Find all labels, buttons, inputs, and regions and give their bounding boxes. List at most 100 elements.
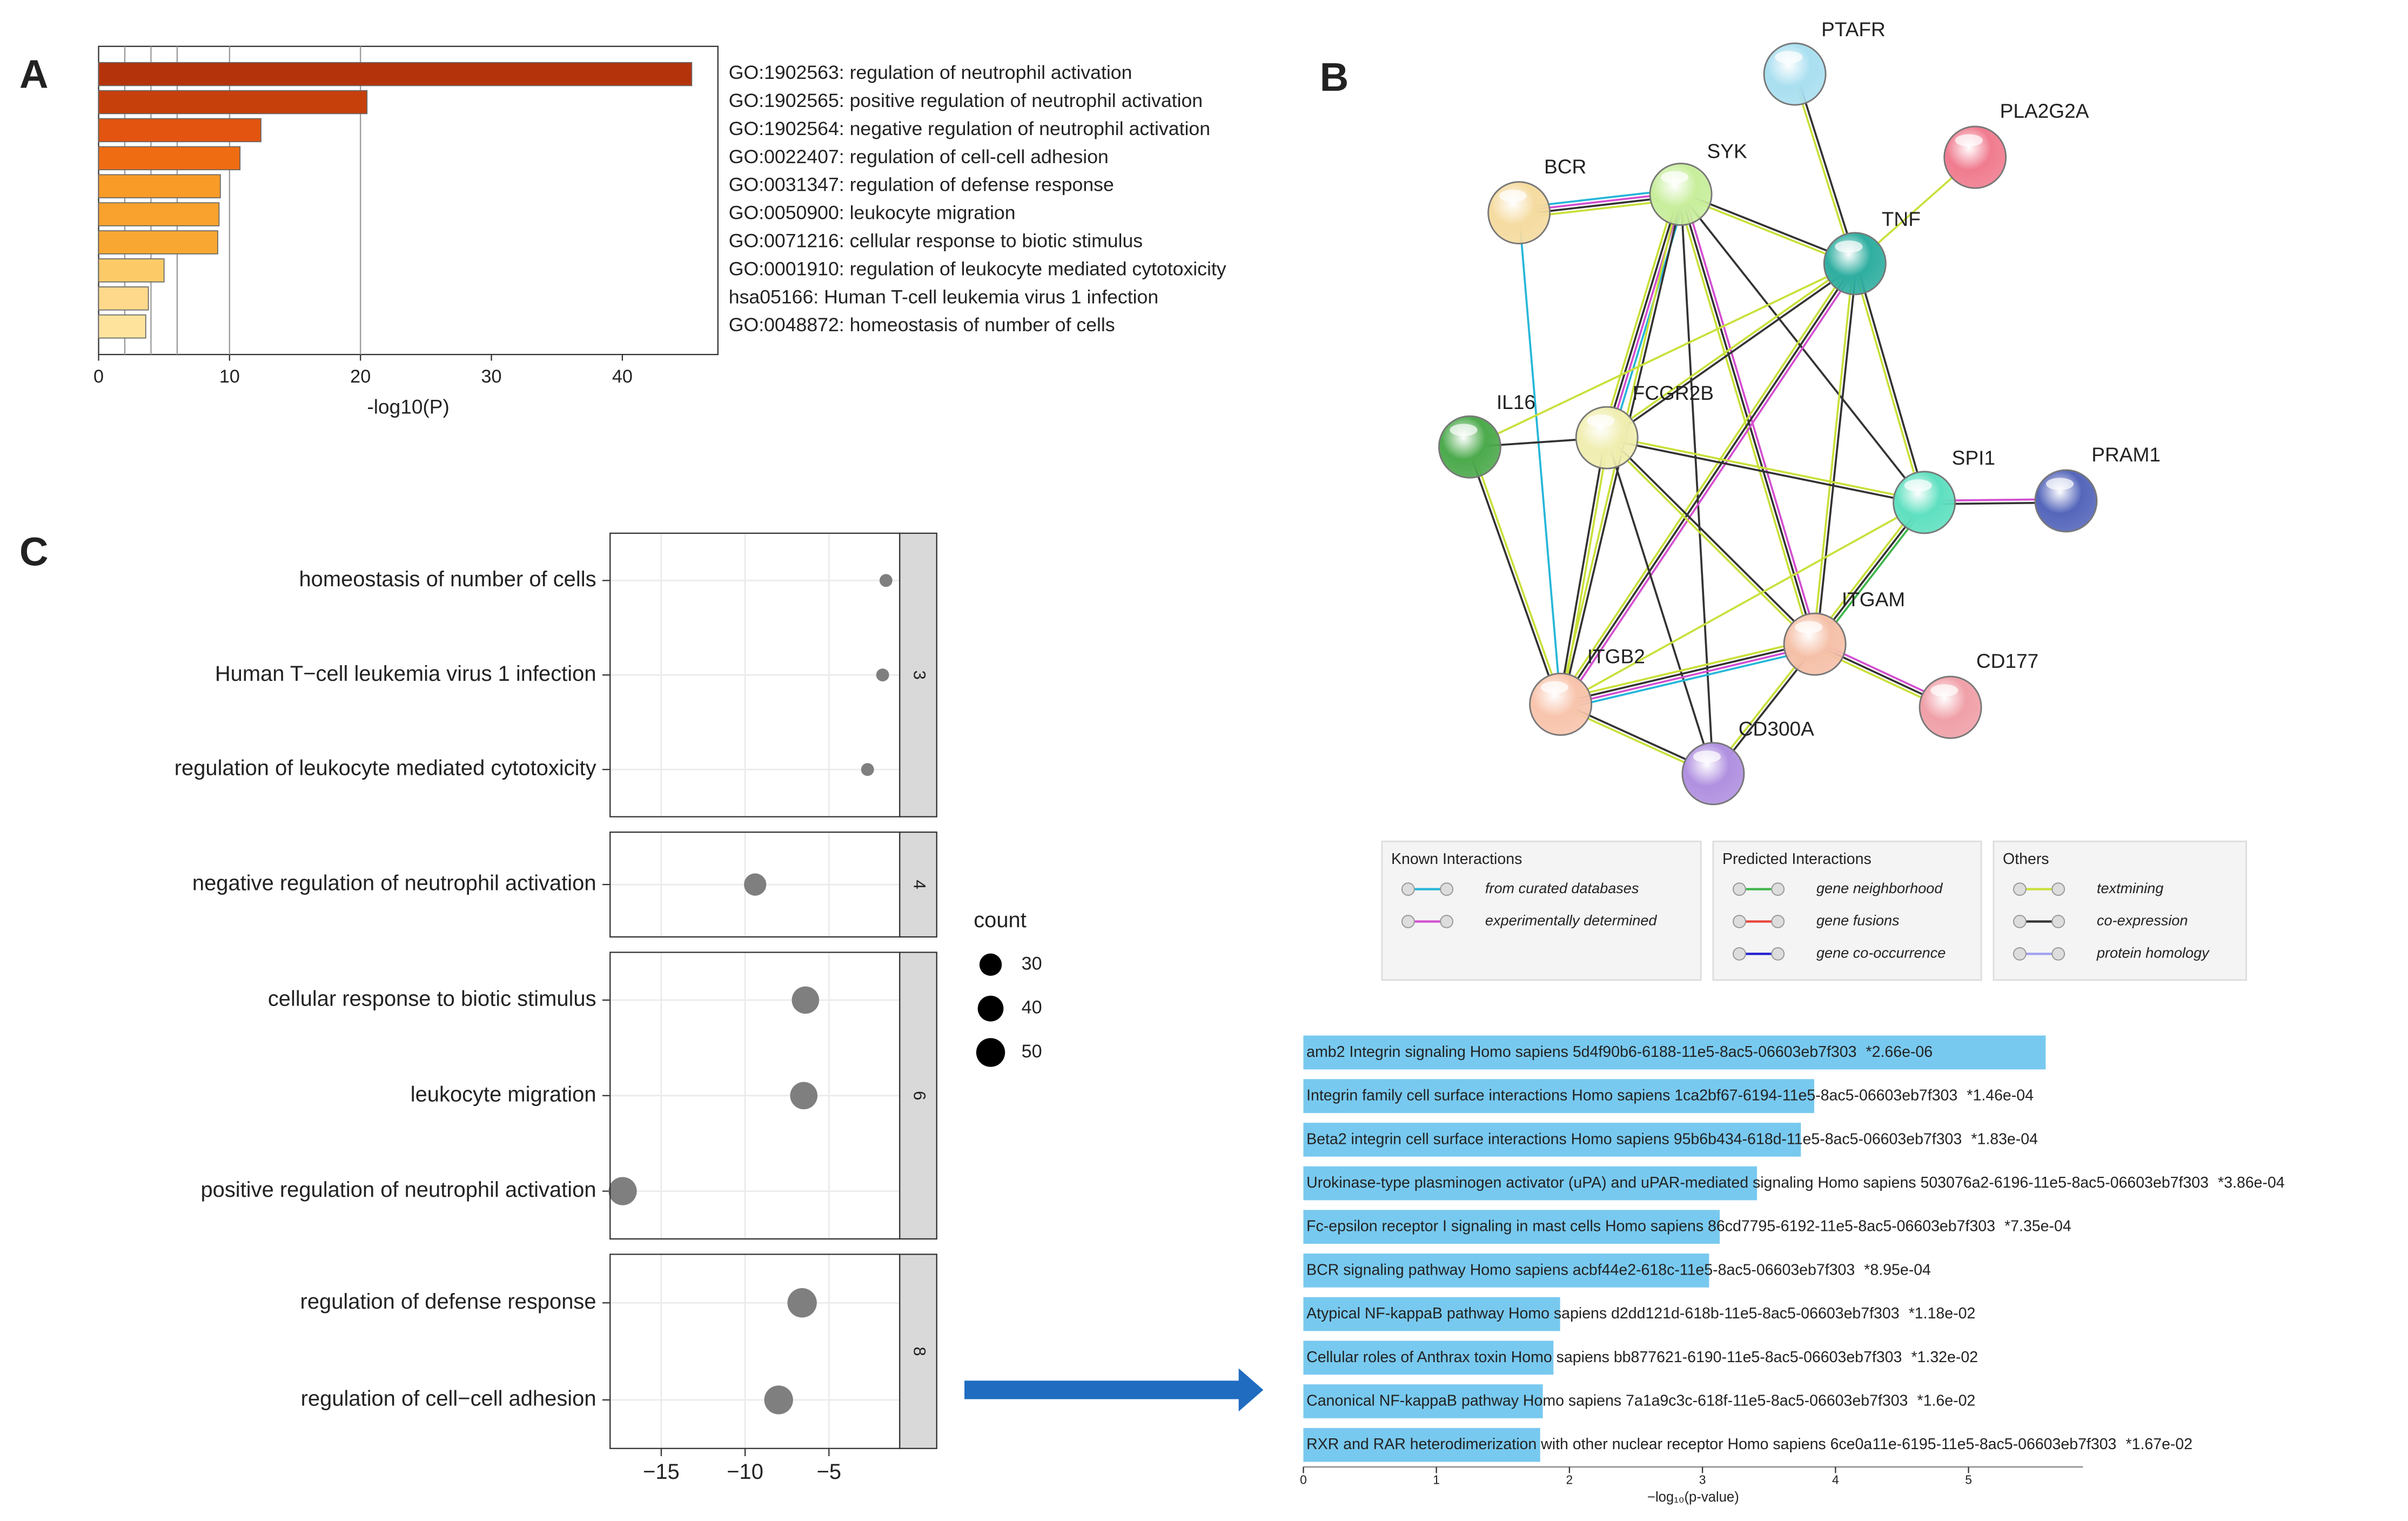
y-tick-label: homeostasis of number of cells <box>299 567 596 591</box>
node-label: SYK <box>1707 139 1747 162</box>
network-edge <box>1792 74 1855 265</box>
facet-panel <box>610 1254 900 1449</box>
network-edge <box>1607 435 1817 644</box>
facet-strip <box>899 532 937 818</box>
legend-node <box>2051 882 2065 896</box>
category-label: Cellular roles of Anthrax toxin Homo sap… <box>1306 1348 1902 1365</box>
legend-node <box>1440 915 1454 928</box>
network-edge <box>1680 194 1714 774</box>
legend-node <box>1771 882 1785 896</box>
legend-node <box>1733 915 1746 928</box>
bar-label: Beta2 integrin cell surface interactions… <box>1306 1130 2038 1148</box>
category-label: GO:0050900: leukocyte migration <box>729 202 1016 224</box>
network-edge <box>1470 446 1564 704</box>
p-value-label: *1.6e-02 <box>1917 1392 1976 1409</box>
plot-frame <box>98 45 719 356</box>
network-edge <box>1795 73 1858 264</box>
p-value-label: *2.66e-06 <box>1866 1043 1933 1060</box>
dot <box>876 668 889 682</box>
dot <box>764 1385 793 1415</box>
legend-label: gene fusions <box>1816 912 1900 929</box>
legend-label: 50 <box>1022 1041 1042 1062</box>
dot <box>744 873 767 896</box>
bar-label: Canonical NF-kappaB pathway Homo sapiens… <box>1306 1392 1975 1409</box>
facet-label: 8 <box>910 1346 929 1356</box>
dot <box>787 1288 817 1318</box>
x-tick-label: 30 <box>481 366 502 387</box>
node-highlight <box>1955 134 1983 147</box>
legend-node <box>1733 882 1746 896</box>
legend-dot <box>976 1038 1005 1067</box>
x-tick-label: 3 <box>1699 1473 1706 1487</box>
network-edge <box>1560 501 1925 706</box>
bar <box>1303 1254 1709 1288</box>
node-highlight <box>1904 479 1932 492</box>
legend-label: protein homology <box>2096 944 2210 961</box>
node-label: TNF <box>1882 207 1921 230</box>
bar <box>1303 1079 1814 1113</box>
network-edge <box>1601 192 1677 437</box>
legend-node <box>2013 882 2027 896</box>
node-highlight <box>1835 240 1863 253</box>
bar <box>1303 1384 1543 1418</box>
y-tick-label: Human T−cell leukemia virus 1 infection <box>215 662 596 686</box>
node-label: FCGR2B <box>1633 381 1714 404</box>
x-tick-label: −10 <box>727 1460 763 1484</box>
node-highlight <box>1693 750 1721 763</box>
node-label: CD177 <box>1976 649 2038 672</box>
bar <box>98 202 220 226</box>
x-tick-label: 4 <box>1832 1473 1839 1487</box>
category-label: GO:1902563: regulation of neutrophil act… <box>729 62 1132 84</box>
category-label: Beta2 integrin cell surface interactions… <box>1306 1130 1962 1148</box>
p-value-label: *1.32e-02 <box>1911 1348 1978 1365</box>
legend-label: gene co-occurrence <box>1816 944 1946 961</box>
bar-label: GO:0001910: regulation of leukocyte medi… <box>729 258 1226 280</box>
network-edge <box>1562 265 1859 707</box>
bar <box>1303 1166 1758 1201</box>
bar <box>98 174 221 198</box>
network-edge <box>1855 263 1927 502</box>
x-tick-label: 5 <box>1965 1473 1972 1487</box>
bar-label: GO:0022407: regulation of cell-cell adhe… <box>729 146 1109 167</box>
bar-label: Atypical NF-kappaB pathway Homo sapiens … <box>1306 1305 1975 1322</box>
bar <box>1303 1341 1554 1375</box>
node-label: IL16 <box>1497 391 1535 413</box>
network-edge <box>1559 638 1814 701</box>
category-label: amb2 Integrin signaling Homo sapiens 5d4… <box>1306 1043 1856 1060</box>
legend-node <box>2051 915 2065 928</box>
bar-label: BCR signaling pathway Homo sapiens acbf4… <box>1306 1261 1931 1278</box>
network-edge <box>1560 645 1816 707</box>
node-highlight <box>1930 684 1958 697</box>
dot <box>879 574 893 587</box>
legend-label: textmining <box>2097 880 2163 896</box>
bar-label: Cellular roles of Anthrax toxin Homo sap… <box>1306 1348 1978 1365</box>
network-edge <box>1605 438 1815 646</box>
category-label: GO:0071216: cellular response to biotic … <box>729 230 1143 252</box>
legend-node <box>2013 915 2027 928</box>
network-edge <box>1607 264 1857 440</box>
node-highlight <box>1795 621 1823 634</box>
bar <box>1303 1210 1720 1244</box>
category-label: GO:0022407: regulation of cell-cell adhe… <box>729 146 1109 167</box>
network-edge <box>1469 263 1856 448</box>
node-highlight <box>1540 681 1568 694</box>
network-edge <box>1561 438 1610 705</box>
p-value-label: *1.83e-04 <box>1971 1130 2038 1148</box>
node-label: ITGB2 <box>1587 645 1645 668</box>
network-edge <box>1605 261 1855 438</box>
legend-dot <box>977 995 1004 1022</box>
legend-node <box>2051 947 2065 961</box>
panel-label: B <box>1320 55 1349 99</box>
x-tick-label: 0 <box>1300 1473 1307 1487</box>
node-label: PLA2G2A <box>2000 99 2089 122</box>
node-highlight <box>1660 171 1689 184</box>
node-label: PRAM1 <box>2091 443 2161 466</box>
legend-node <box>1771 947 1785 961</box>
legend-node <box>1771 915 1785 928</box>
bar-label: Integrin family cell surface interaction… <box>1306 1087 2034 1104</box>
category-label: Urokinase-type plasminogen activator (uP… <box>1306 1174 2209 1191</box>
category-label: RXR and RAR heterodimerization with othe… <box>1306 1436 2116 1453</box>
legend-label: 40 <box>1022 997 1042 1018</box>
dot <box>790 1082 818 1110</box>
category-label: GO:0031347: regulation of defense respon… <box>729 174 1114 196</box>
